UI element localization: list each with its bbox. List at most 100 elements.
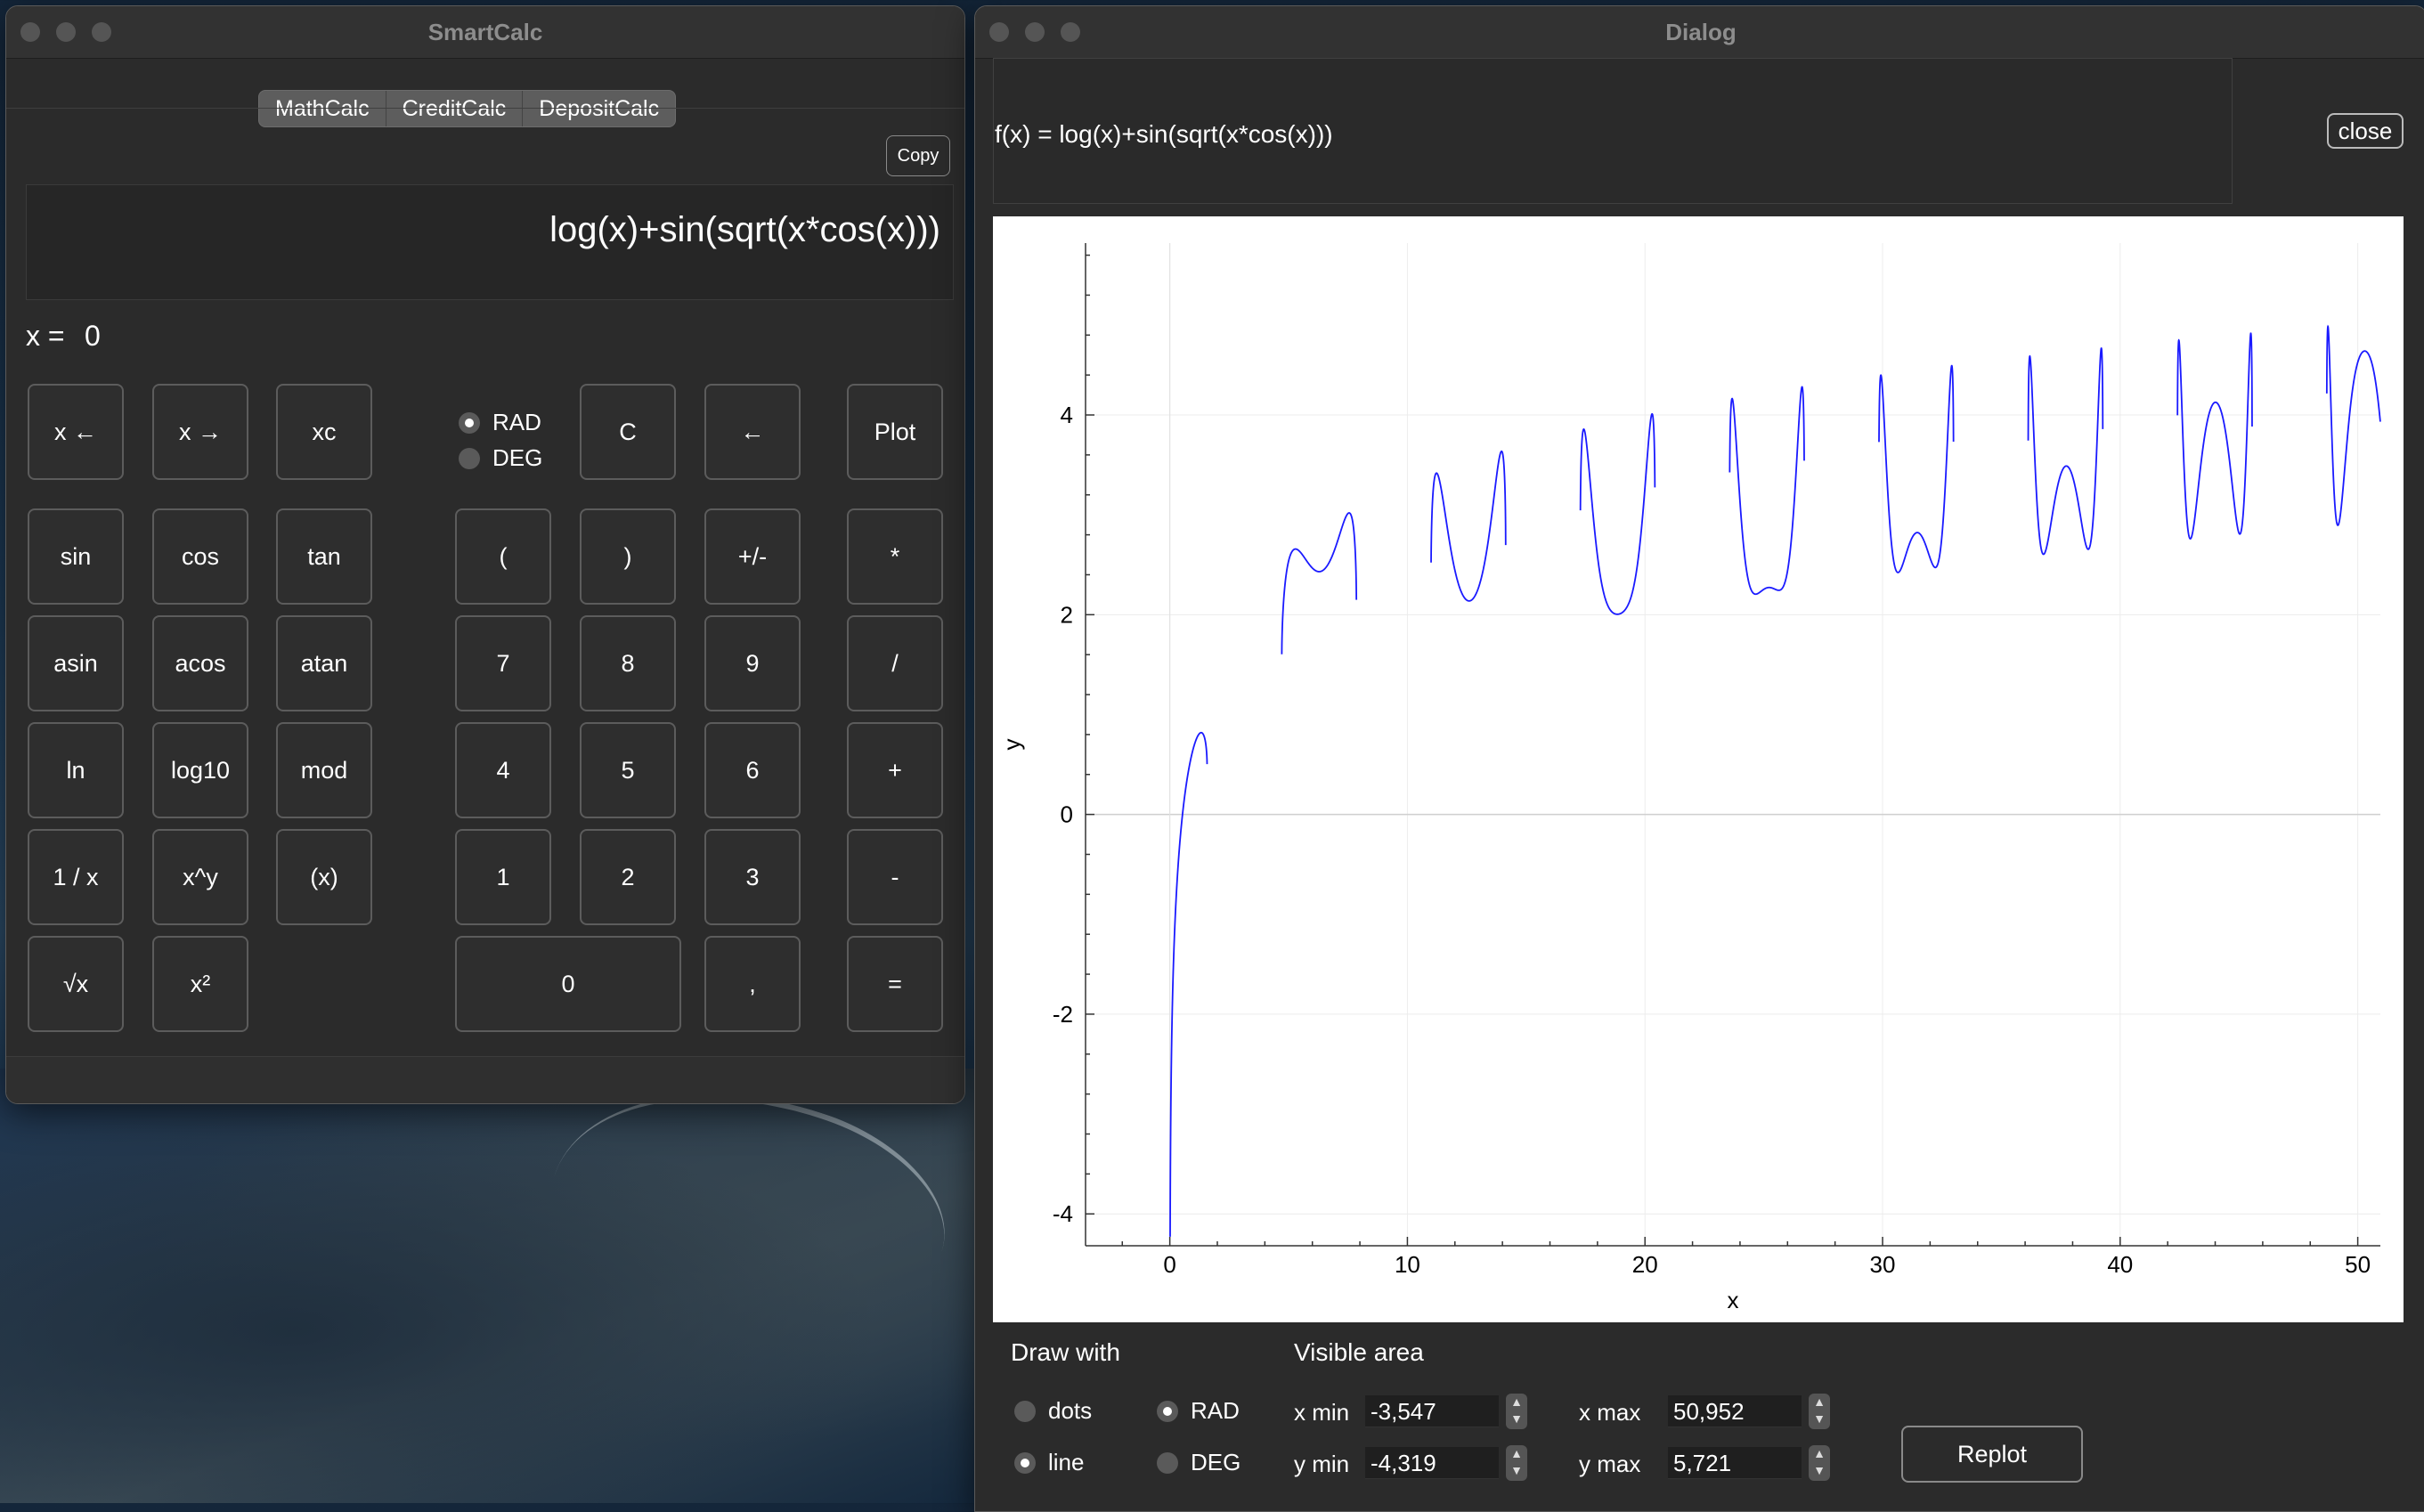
function-curve-segment bbox=[1430, 450, 1507, 602]
calc-mode-tabs: MathCalc CreditCalc DepositCalc bbox=[258, 90, 677, 127]
x-value: 0 bbox=[85, 320, 101, 352]
power-button[interactable]: x^y bbox=[152, 829, 248, 925]
equals-button[interactable]: = bbox=[847, 936, 943, 1032]
copy-button[interactable]: Copy bbox=[886, 135, 950, 176]
digit-8-button[interactable]: 8 bbox=[580, 615, 676, 711]
rad-radio[interactable]: RAD bbox=[459, 409, 541, 436]
sqrt-button[interactable]: √x bbox=[28, 936, 124, 1032]
zoom-window-icon[interactable] bbox=[92, 22, 111, 42]
multiply-button[interactable]: * bbox=[847, 508, 943, 605]
x-tick-label: 20 bbox=[1632, 1251, 1658, 1278]
deg-radio-label: DEG bbox=[492, 444, 543, 471]
x-tick-label: 30 bbox=[1870, 1251, 1896, 1278]
divide-button[interactable]: / bbox=[847, 615, 943, 711]
ymax-stepper-icon[interactable]: ▲ ▼ bbox=[1809, 1445, 1830, 1481]
dialog-window-title: Dialog bbox=[1665, 19, 1737, 45]
asin-button[interactable]: asin bbox=[28, 615, 124, 711]
ymax-label: y max bbox=[1579, 1451, 1641, 1477]
x-variable-button[interactable]: (x) bbox=[276, 829, 372, 925]
ymin-field[interactable]: -4,319 bbox=[1365, 1447, 1499, 1479]
draw-with-label: Draw with bbox=[1011, 1338, 1120, 1366]
dialog-deg-indicator[interactable] bbox=[1157, 1451, 1178, 1474]
xmin-stepper-icon[interactable]: ▲ ▼ bbox=[1506, 1394, 1527, 1429]
deg-radio[interactable]: DEG bbox=[459, 444, 542, 472]
x-value-label: x = bbox=[26, 320, 65, 352]
minimize-window-icon[interactable] bbox=[56, 22, 76, 42]
visible-area-label: Visible area bbox=[1294, 1338, 1424, 1366]
function-curve-segment bbox=[2027, 347, 2104, 556]
digit-3-button[interactable]: 3 bbox=[704, 829, 801, 925]
ymin-stepper-icon[interactable]: ▲ ▼ bbox=[1506, 1445, 1527, 1481]
line-radio-indicator[interactable] bbox=[1014, 1451, 1036, 1474]
rad-radio-label: RAD bbox=[492, 409, 541, 435]
y-tick-label: -2 bbox=[1053, 1001, 1073, 1028]
clear-button[interactable]: C bbox=[580, 384, 676, 480]
plot-area[interactable]: 0 10 20 30 40 50 -4 -2 0 2 4 x y bbox=[993, 216, 2404, 1322]
xmax-label: x max bbox=[1579, 1399, 1641, 1426]
tab-depositcalc[interactable]: DepositCalc bbox=[539, 96, 660, 121]
tab-mathcalc[interactable]: MathCalc bbox=[259, 91, 386, 126]
dialog-deg-radio[interactable]: DEG bbox=[1157, 1449, 1240, 1476]
plus-button[interactable]: + bbox=[847, 722, 943, 818]
digit-1-button[interactable]: 1 bbox=[455, 829, 551, 925]
digit-6-button[interactable]: 6 bbox=[704, 722, 801, 818]
deg-radio-indicator[interactable] bbox=[459, 447, 480, 469]
x-tick-label: 10 bbox=[1395, 1251, 1420, 1278]
digit-0-button[interactable]: 0 bbox=[455, 936, 681, 1032]
ln-button[interactable]: ln bbox=[28, 722, 124, 818]
dialog-titlebar[interactable]: Dialog bbox=[975, 6, 2424, 59]
plot-button[interactable]: Plot bbox=[847, 384, 943, 480]
log10-button[interactable]: log10 bbox=[152, 722, 248, 818]
calc-titlebar[interactable]: SmartCalc bbox=[6, 6, 964, 59]
tan-button[interactable]: tan bbox=[276, 508, 372, 605]
close-window-icon[interactable] bbox=[989, 22, 1009, 42]
dialog-rad-indicator[interactable] bbox=[1157, 1400, 1178, 1422]
acos-button[interactable]: acos bbox=[152, 615, 248, 711]
function-curve-segment bbox=[2176, 332, 2253, 540]
x-right-button[interactable]: x → bbox=[152, 384, 248, 480]
calc-window-title: SmartCalc bbox=[427, 19, 543, 45]
dialog-rad-radio[interactable]: RAD bbox=[1157, 1397, 1240, 1425]
ymax-field[interactable]: 5,721 bbox=[1668, 1447, 1802, 1479]
replot-button[interactable]: Replot bbox=[1901, 1426, 2083, 1483]
function-curve-segment bbox=[1281, 512, 1358, 654]
draw-dots-radio[interactable]: dots bbox=[1014, 1397, 1092, 1425]
comma-button[interactable]: , bbox=[704, 936, 801, 1032]
y-tick-label: -4 bbox=[1053, 1200, 1073, 1227]
sin-button[interactable]: sin bbox=[28, 508, 124, 605]
rad-radio-indicator[interactable] bbox=[459, 411, 480, 434]
expression-display[interactable]: log(x)+sin(sqrt(x*cos(x))) bbox=[26, 184, 954, 300]
cos-button[interactable]: cos bbox=[152, 508, 248, 605]
close-button[interactable]: close bbox=[2327, 113, 2404, 149]
desktop-wallpaper bbox=[0, 1069, 980, 1503]
dots-radio-indicator[interactable] bbox=[1014, 1400, 1036, 1422]
tab-creditcalc[interactable]: CreditCalc bbox=[386, 91, 524, 126]
y-tick-label: 2 bbox=[1061, 601, 1073, 628]
digit-9-button[interactable]: 9 bbox=[704, 615, 801, 711]
minimize-window-icon[interactable] bbox=[1025, 22, 1045, 42]
close-window-icon[interactable] bbox=[20, 22, 40, 42]
xmax-field[interactable]: 50,952 bbox=[1668, 1395, 1802, 1427]
x-left-button[interactable]: x ← bbox=[28, 384, 124, 480]
calc-status-bar bbox=[6, 1056, 964, 1103]
digit-7-button[interactable]: 7 bbox=[455, 615, 551, 711]
backspace-button[interactable]: ← bbox=[704, 384, 801, 480]
xc-button[interactable]: xc bbox=[276, 384, 372, 480]
xmax-stepper-icon[interactable]: ▲ ▼ bbox=[1809, 1394, 1830, 1429]
digit-5-button[interactable]: 5 bbox=[580, 722, 676, 818]
atan-button[interactable]: atan bbox=[276, 615, 372, 711]
left-paren-button[interactable]: ( bbox=[455, 508, 551, 605]
zoom-window-icon[interactable] bbox=[1061, 22, 1080, 42]
sign-toggle-button[interactable]: +/- bbox=[704, 508, 801, 605]
x-tick-label: 50 bbox=[2345, 1251, 2371, 1278]
reciprocal-button[interactable]: 1 / x bbox=[28, 829, 124, 925]
right-paren-button[interactable]: ) bbox=[580, 508, 676, 605]
minus-button[interactable]: - bbox=[847, 829, 943, 925]
mod-button[interactable]: mod bbox=[276, 722, 372, 818]
square-button[interactable]: x² bbox=[152, 936, 248, 1032]
digit-4-button[interactable]: 4 bbox=[455, 722, 551, 818]
tab-divider bbox=[6, 108, 964, 109]
xmin-field[interactable]: -3,547 bbox=[1365, 1395, 1499, 1427]
draw-line-radio[interactable]: line bbox=[1014, 1449, 1084, 1476]
digit-2-button[interactable]: 2 bbox=[580, 829, 676, 925]
